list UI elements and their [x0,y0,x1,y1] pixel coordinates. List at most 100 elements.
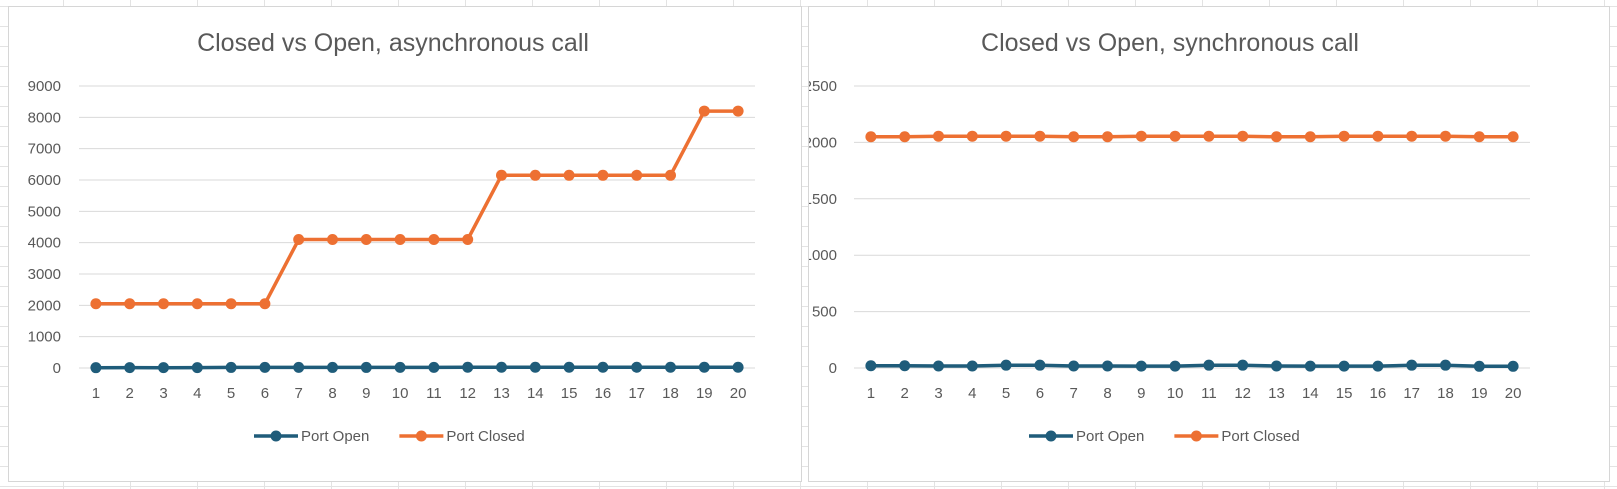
chart-async-plot: Closed vs Open, asynchronous call 0 1000 2… [9,7,803,483]
data-point [1339,131,1350,142]
chart-sync[interactable]: Closed vs Open, synchronous call 0 500 100… [808,6,1610,482]
x-tick-label: 9 [362,385,370,402]
data-point [395,234,406,245]
data-point [597,362,608,373]
data-point [226,362,237,373]
data-point [496,170,507,181]
x-tick-label: 16 [1370,385,1387,402]
x-tick-label: 10 [1167,385,1184,402]
data-point [1102,131,1113,142]
legend-marker [271,431,282,442]
x-tick-label: 17 [628,385,645,402]
data-point [428,234,439,245]
data-point [665,362,676,373]
x-tick-label: 15 [561,385,578,402]
y-tick-label: 1000 [28,329,61,346]
data-point [1068,131,1079,142]
x-tick-label: 2 [126,385,134,402]
data-point [1203,131,1214,142]
y-tick-label: 500 [812,304,837,321]
y-tick-label: 5000 [28,203,61,220]
data-point [631,362,642,373]
x-tick-label: 16 [595,385,612,402]
data-point [933,131,944,142]
data-point [327,234,338,245]
data-point [1136,131,1147,142]
data-point [124,362,135,373]
x-tick-label: 13 [493,385,510,402]
x-tick-label: 1 [92,385,100,402]
data-point [1372,361,1383,372]
y-tick-label: 1500 [809,191,837,208]
data-point [1034,131,1045,142]
x-tick-label: 7 [1070,385,1078,402]
data-point [428,362,439,373]
data-point [192,362,203,373]
y-tick-label: 4000 [28,235,61,252]
data-point [226,298,237,309]
data-point [1474,361,1485,372]
x-tick-label: 2 [901,385,909,402]
data-point [293,234,304,245]
chart-async[interactable]: Closed vs Open, asynchronous call 0 1000 2… [8,6,802,482]
data-point [1508,361,1519,372]
data-point [597,170,608,181]
data-point [564,170,575,181]
data-point [1406,360,1417,371]
data-point [564,362,575,373]
x-tick-label: 4 [968,385,976,402]
x-tick-label: 10 [392,385,409,402]
legend-label: Port Closed [446,428,524,445]
data-point [327,362,338,373]
data-point [158,298,169,309]
chart-title: Closed vs Open, asynchronous call [197,29,589,57]
data-point [1034,360,1045,371]
x-tick-label: 12 [1234,385,1251,402]
x-tick-label: 18 [662,385,679,402]
data-point [1237,131,1248,142]
data-point [865,360,876,371]
data-point [1170,361,1181,372]
data-point [395,362,406,373]
data-point [90,298,101,309]
data-point [733,106,744,117]
x-tick-label: 17 [1403,385,1420,402]
chart-title: Closed vs Open, synchronous call [981,29,1359,57]
x-tick-label: 14 [527,385,544,402]
y-tick-label: 1000 [809,247,837,264]
data-point [1372,131,1383,142]
x-tick-label: 18 [1437,385,1454,402]
data-point [192,298,203,309]
x-tick-label: 8 [1103,385,1111,402]
data-point [1440,360,1451,371]
data-point [462,362,473,373]
x-tick-label: 4 [193,385,201,402]
series-line-port-closed [96,111,738,304]
data-point [899,360,910,371]
chart-sync-plot: Closed vs Open, synchronous call 0 500 100… [809,7,1611,483]
data-point [1406,131,1417,142]
data-point [933,360,944,371]
legend-label: Port Closed [1221,428,1299,445]
y-tick-label: 2500 [809,78,837,95]
data-point [496,362,507,373]
data-point [90,362,101,373]
x-tick-label: 5 [1002,385,1010,402]
x-tick-label: 13 [1268,385,1285,402]
data-point [733,362,744,373]
x-tick-label: 14 [1302,385,1319,402]
data-point [1237,360,1248,371]
x-tick-label: 5 [227,385,235,402]
data-point [699,362,710,373]
data-point [462,234,473,245]
x-tick-label: 1 [867,385,875,402]
x-tick-label: 9 [1137,385,1145,402]
legend-marker [1046,431,1057,442]
data-point [1068,360,1079,371]
y-tick-label: 0 [53,360,61,377]
data-point [158,362,169,373]
data-point [665,170,676,181]
x-tick-label: 20 [1505,385,1522,402]
data-point [530,362,541,373]
x-tick-label: 20 [730,385,747,402]
